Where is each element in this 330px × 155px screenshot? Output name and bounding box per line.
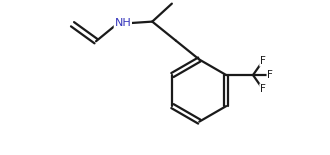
Text: F: F (260, 84, 266, 94)
Text: F: F (260, 56, 266, 66)
Text: F: F (267, 70, 273, 80)
Text: NH: NH (115, 18, 131, 28)
